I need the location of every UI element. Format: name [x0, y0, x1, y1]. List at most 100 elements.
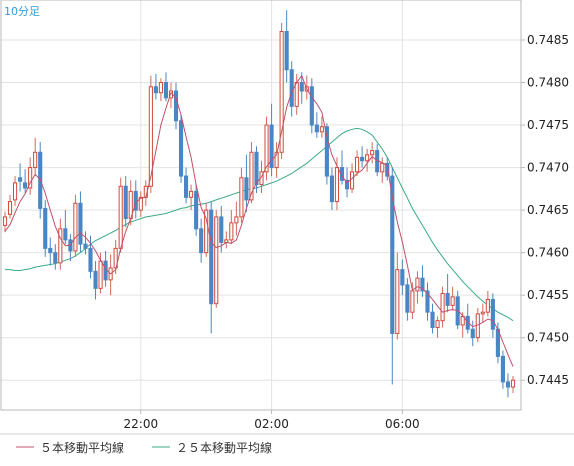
candle-body-down	[505, 381, 511, 388]
candle	[53, 244, 58, 270]
candle	[360, 146, 365, 168]
candle	[370, 142, 375, 164]
candle-body-up	[415, 277, 420, 292]
candle	[123, 176, 128, 228]
candle-body-up	[370, 150, 375, 156]
y-tick-label: 0.7445	[527, 373, 569, 387]
candle-body-down	[360, 156, 365, 162]
timeframe-label: 10分足	[4, 5, 40, 18]
candle-body-up	[510, 379, 516, 388]
candle	[58, 218, 63, 270]
y-tick-label: 0.7455	[527, 288, 569, 302]
candle	[390, 167, 395, 385]
candle-body-down	[324, 126, 329, 177]
x-axis: 22:00 02:00 06:00	[124, 410, 420, 431]
candle-body-down	[289, 69, 294, 107]
candle	[138, 191, 143, 217]
candle-body-up	[264, 124, 269, 173]
candle-body-down	[344, 179, 350, 190]
ma25-line-layer	[5, 127, 514, 322]
candle-body-up	[249, 151, 254, 201]
candle-body-down	[445, 292, 450, 306]
candle-body-up	[435, 320, 440, 328]
candle-body-up	[2, 216, 8, 226]
candle	[229, 210, 234, 245]
candle-body-up	[73, 202, 78, 252]
candle-body-down	[83, 243, 88, 249]
candle	[48, 237, 53, 266]
candle	[400, 259, 405, 296]
candles-layer	[2, 10, 516, 398]
candle-body-down	[23, 182, 28, 189]
candle	[28, 157, 33, 195]
candle-body-up	[279, 30, 284, 153]
candle	[490, 293, 495, 338]
candle-body-up	[349, 171, 355, 190]
candle	[314, 112, 319, 138]
candle	[420, 265, 425, 297]
candle-body-up	[229, 222, 234, 241]
candle	[199, 218, 204, 263]
candle-body-up	[294, 82, 299, 107]
candle-body-up	[239, 177, 244, 218]
candle	[33, 137, 38, 177]
candle	[43, 199, 48, 257]
legend: ５本移動平均線 ２５本移動平均線	[16, 440, 272, 455]
y-tick-label: 0.7450	[527, 331, 569, 345]
candle-body-up	[365, 154, 370, 162]
candle	[415, 271, 420, 304]
candle-body-down	[43, 207, 48, 249]
candle	[63, 210, 68, 245]
candle	[189, 184, 194, 211]
candle-body-up	[204, 209, 209, 254]
candle	[204, 203, 209, 257]
candle-body-down	[385, 162, 390, 177]
candle	[239, 167, 244, 223]
candle-body-down	[500, 355, 505, 383]
candle	[23, 169, 28, 194]
candle-body-up	[334, 167, 340, 203]
candle-body-down	[48, 247, 53, 254]
candle-body-up	[28, 167, 33, 189]
candle-body-down	[284, 30, 289, 71]
candle-body-down	[88, 247, 93, 272]
candle	[274, 142, 279, 178]
candle-body-down	[123, 185, 128, 220]
candle-body-up	[480, 311, 485, 315]
candle-body-down	[314, 124, 319, 133]
candle-body-up	[355, 156, 360, 173]
plot-frame	[0, 0, 522, 411]
candle	[329, 167, 334, 211]
candle	[158, 78, 163, 102]
candle-body-down	[400, 269, 405, 286]
candle	[118, 177, 123, 253]
candle	[2, 211, 8, 233]
candle-body-down	[470, 328, 475, 339]
candle-body-down	[18, 177, 23, 182]
candle-body-up	[410, 290, 415, 313]
y-tick-label: 0.7465	[527, 203, 569, 217]
candle	[13, 176, 18, 206]
candle-body-down	[490, 298, 495, 330]
candle-body-up	[395, 269, 400, 334]
candle	[485, 290, 490, 317]
candle	[93, 261, 98, 300]
ma5-line	[4, 74, 514, 367]
candle-body-up	[380, 162, 385, 173]
candle-body-up	[13, 182, 18, 201]
candle-body-up	[450, 296, 455, 306]
candle-body-up	[274, 151, 279, 169]
candle	[284, 10, 289, 83]
y-tick-label: 0.7480	[527, 76, 569, 90]
candle-body-down	[420, 277, 425, 292]
candle	[7, 194, 13, 219]
candle	[18, 163, 23, 192]
candle	[385, 157, 390, 181]
candle	[264, 116, 269, 181]
candle	[244, 154, 249, 212]
candle	[148, 75, 153, 194]
candle-body-down	[430, 311, 435, 328]
candle	[178, 114, 184, 183]
